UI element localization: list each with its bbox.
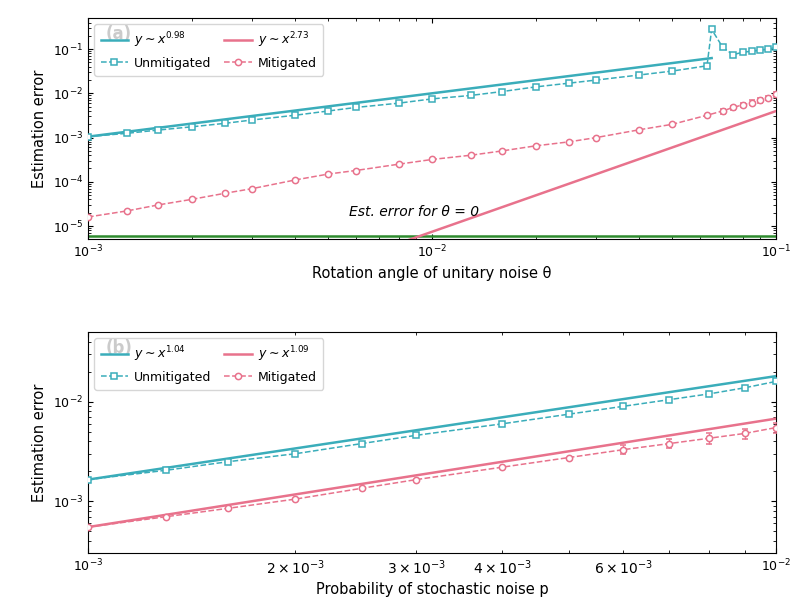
X-axis label: Rotation angle of unitary noise θ: Rotation angle of unitary noise θ [312, 266, 552, 282]
Y-axis label: Estimation error: Estimation error [32, 384, 47, 502]
Y-axis label: Estimation error: Estimation error [32, 69, 47, 188]
Legend: $y \sim x^{0.98}$, Unmitigated, $y \sim x^{2.73}$, Mitigated: $y \sim x^{0.98}$, Unmitigated, $y \sim … [94, 24, 323, 76]
Text: (a): (a) [106, 25, 131, 43]
Legend: $y \sim x^{1.04}$, Unmitigated, $y \sim x^{1.09}$, Mitigated: $y \sim x^{1.04}$, Unmitigated, $y \sim … [94, 339, 323, 390]
Text: (b): (b) [106, 339, 132, 357]
X-axis label: Probability of stochastic noise p: Probability of stochastic noise p [316, 582, 548, 597]
Text: Est. error for θ = 0: Est. error for θ = 0 [350, 206, 479, 219]
